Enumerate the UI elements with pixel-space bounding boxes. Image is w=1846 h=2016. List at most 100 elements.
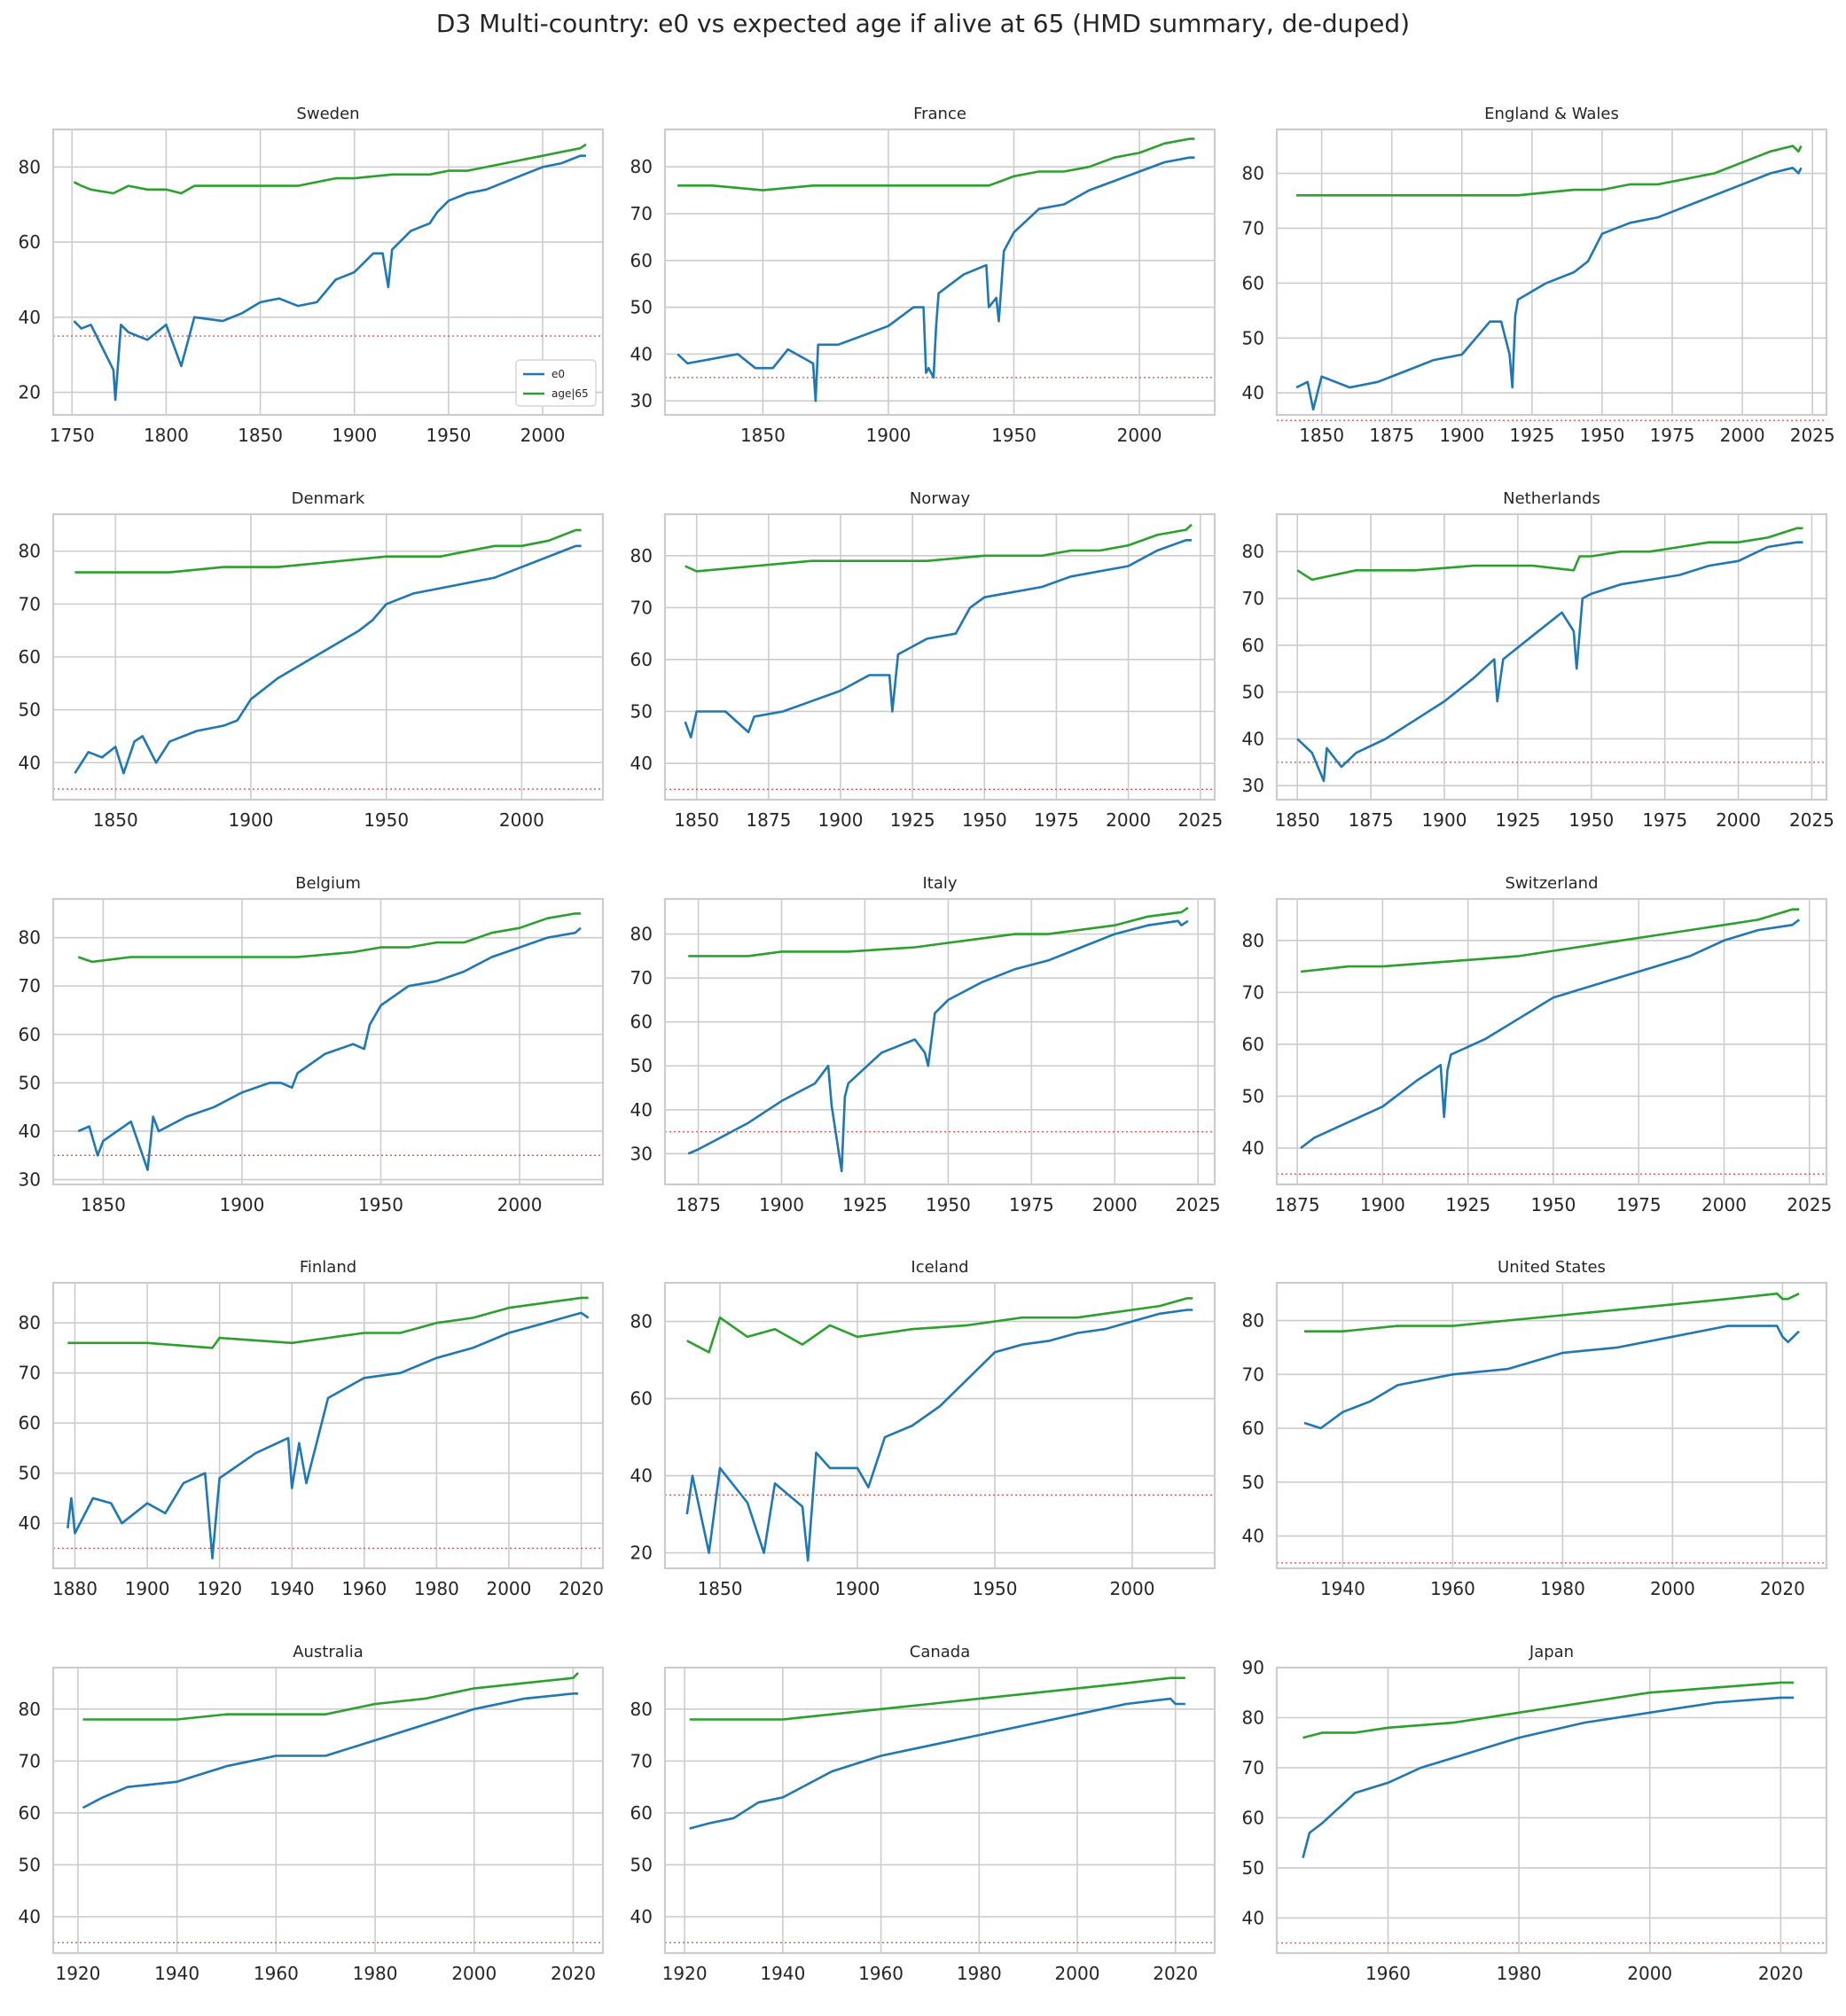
plot-frame [663, 512, 1216, 801]
series-line-e0 [1300, 918, 1800, 1150]
x-tick-label: 1950 [1579, 425, 1624, 446]
x-tick-label: 2000 [1110, 1578, 1155, 1599]
series-line-e0 [73, 154, 586, 402]
y-tick-label: 50 [19, 1854, 41, 1875]
panel-title: Switzerland [1506, 874, 1599, 893]
y-tick-label: 70 [19, 593, 41, 614]
x-tick-label: 2000 [486, 1578, 531, 1599]
y-tick-label: 60 [19, 1024, 41, 1045]
x-tick-label: 1925 [1495, 809, 1540, 831]
y-tick-label: 80 [630, 1311, 653, 1332]
y-tick-label: 50 [630, 1055, 653, 1076]
series-line-age-65 [686, 1297, 1193, 1354]
x-tick-label: 1850 [674, 809, 719, 831]
y-tick-label: 60 [1242, 1034, 1264, 1055]
series-line-e0 [82, 1692, 579, 1809]
x-tick-label: 2000 [1627, 1963, 1672, 1984]
x-tick-label: 2025 [1177, 809, 1223, 831]
series-line-age-65 [67, 1296, 589, 1349]
x-tick-label: 1875 [746, 809, 791, 831]
series-line-e0 [1295, 167, 1803, 411]
panel-title: United States [1498, 1258, 1606, 1277]
series-line-age-65 [688, 906, 1189, 957]
y-tick-label: 80 [1242, 930, 1264, 951]
series-line-e0 [74, 544, 582, 775]
y-tick-label: 70 [1242, 217, 1264, 238]
panel-title: Japan [1529, 1643, 1574, 1661]
y-tick-label: 80 [19, 1312, 41, 1333]
panel-canada: 1920 1940 1960 1980 2000 2020 40 50 60 70 80 Canada [630, 1643, 1216, 1984]
y-tick-label: 60 [19, 646, 41, 668]
x-tick-label: 1900 [332, 425, 377, 446]
panel-sweden: 1750 1800 1850 1900 1950 2000 20 40 60 80 Sweden e0… [19, 105, 605, 446]
y-tick-label: 60 [630, 1012, 653, 1033]
x-tick-label: 1960 [1430, 1578, 1475, 1599]
x-tick-label: 1975 [1616, 1194, 1662, 1215]
x-tick-label: 1950 [364, 809, 409, 831]
x-tick-label: 2020 [1153, 1963, 1198, 1984]
x-tick-label: 2000 [1720, 425, 1765, 446]
y-tick-label: 40 [1242, 1526, 1264, 1547]
y-tick-label: 40 [1242, 728, 1264, 749]
y-tick-label: 50 [1242, 1857, 1264, 1879]
series-line-age-65 [77, 912, 581, 964]
plot-frame [51, 512, 605, 801]
y-tick-label: 50 [1242, 1085, 1264, 1106]
panel-title: Norway [910, 489, 971, 508]
y-tick-label: 70 [1242, 588, 1264, 609]
panel-italy: 1875 1900 1925 1950 1975 2000 2025 30 40 50 60 70 80… [630, 874, 1221, 1215]
x-tick-label: 1850 [698, 1578, 743, 1599]
series-line-age-65 [1302, 1681, 1795, 1739]
x-tick-label: 1950 [1568, 809, 1614, 831]
x-tick-label: 2000 [1106, 809, 1151, 831]
y-tick-label: 80 [1242, 163, 1264, 184]
x-tick-label: 1925 [890, 809, 935, 831]
panel-norway: 1850 1875 1900 1925 1950 1975 2000 2025 40 50 60 70… [630, 489, 1224, 831]
x-tick-label: 1900 [219, 1194, 264, 1215]
panel-united-states: 1940 1960 1980 2000 2020 40 50 60 70 80 United Sta… [1242, 1258, 1828, 1599]
series-line-age-65 [73, 143, 587, 195]
panel-title: France [913, 105, 966, 123]
x-tick-label: 2000 [520, 425, 566, 446]
x-tick-label: 1975 [1642, 809, 1687, 831]
x-tick-label: 1850 [238, 425, 283, 446]
x-tick-label: 1960 [1365, 1963, 1411, 1984]
x-tick-label: 2000 [1650, 1578, 1695, 1599]
x-tick-label: 1875 [1275, 1194, 1320, 1215]
x-tick-label: 2020 [1760, 1578, 1805, 1599]
series-line-age-65 [1304, 1292, 1800, 1332]
x-tick-label: 2000 [1701, 1194, 1747, 1215]
y-tick-label: 60 [1242, 1807, 1264, 1828]
x-tick-label: 1960 [341, 1578, 387, 1599]
legend: e0 age|65 [515, 359, 597, 407]
y-tick-label: 40 [1242, 382, 1264, 403]
x-tick-label: 1850 [740, 425, 786, 446]
x-tick-label: 2000 [1055, 1963, 1100, 1984]
y-tick-label: 70 [630, 203, 653, 224]
x-tick-label: 2025 [1789, 809, 1834, 831]
x-tick-label: 1975 [1009, 1194, 1054, 1215]
x-tick-label: 1940 [760, 1963, 805, 1984]
y-tick-label: 60 [630, 649, 653, 670]
panel-denmark: 1850 1900 1950 2000 40 50 60 70 80 Denmark [19, 489, 605, 831]
series-line-e0 [677, 156, 1195, 402]
y-tick-label: 40 [630, 753, 653, 774]
series-line-age-65 [1296, 527, 1803, 582]
x-tick-label: 1925 [842, 1194, 888, 1215]
x-tick-label: 1875 [676, 1194, 721, 1215]
x-tick-label: 1920 [55, 1963, 100, 1984]
panel-australia: 1920 1940 1960 1980 2000 2020 40 50 60 70 80 Austra… [19, 1643, 605, 1984]
x-tick-label: 2020 [559, 1578, 604, 1599]
y-tick-label: 40 [19, 752, 41, 773]
x-tick-label: 2000 [499, 809, 544, 831]
y-tick-label: 70 [1242, 981, 1264, 1003]
y-tick-label: 60 [19, 231, 41, 253]
y-tick-label: 40 [1242, 1137, 1264, 1159]
x-tick-label: 2025 [1176, 1194, 1221, 1215]
x-tick-label: 2020 [551, 1963, 596, 1984]
x-tick-label: 2020 [1758, 1963, 1803, 1984]
x-tick-label: 1850 [1299, 425, 1344, 446]
y-tick-label: 70 [19, 975, 41, 996]
figure-title: D3 Multi-country: e0 vs expected age if … [435, 9, 1411, 38]
